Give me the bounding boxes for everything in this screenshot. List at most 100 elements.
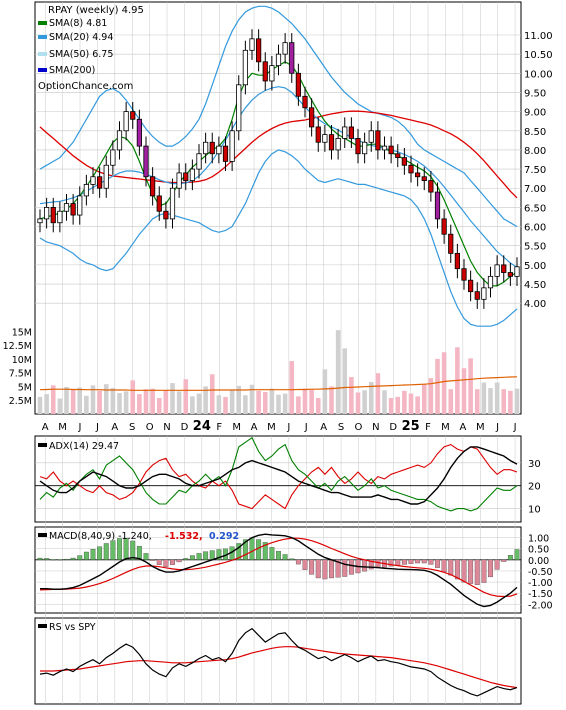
legend-sma20: SMA(20) 4.94: [49, 32, 113, 43]
macd-histogram-bar: [302, 559, 308, 570]
candle-body: [362, 141, 368, 155]
adx-line: [39, 446, 518, 505]
volume-bar: [402, 390, 407, 414]
x-axis-label: M: [476, 422, 485, 433]
macd-histogram-bar: [435, 559, 440, 568]
price-title: RPAY (weekly) 4.95: [48, 5, 144, 16]
candle-body: [209, 141, 215, 155]
macd-histogram-bar: [322, 559, 328, 580]
volume-bar: [435, 358, 440, 414]
x-axis-label: S: [129, 422, 135, 433]
volume-bar: [183, 379, 189, 414]
x-axis-label: J: [78, 422, 82, 433]
macd-histogram-bar: [77, 555, 83, 560]
volume-bar: [382, 390, 387, 414]
volume-bar: [368, 382, 374, 414]
candle-body: [309, 107, 315, 128]
macd-histogram-bar: [289, 558, 295, 560]
x-axis-label: A: [111, 422, 118, 433]
macd-title: MACD(8,40,9) -1.240,: [49, 531, 152, 542]
volume-bar: [236, 385, 242, 414]
macd-histogram-bar: [481, 559, 487, 583]
candle-body: [169, 187, 176, 220]
volume-bar: [170, 383, 175, 414]
candle-body: [441, 218, 447, 235]
macd-histogram-bar: [37, 557, 43, 560]
watermark: OptionChance.com: [38, 81, 133, 92]
macd-histogram-bar: [123, 537, 129, 560]
legend-sma200: SMA(200): [49, 65, 95, 76]
volume-bar: [309, 389, 314, 414]
volume-bar: [448, 389, 454, 414]
candle-body: [50, 206, 56, 224]
macd-histogram-bar: [428, 559, 434, 565]
macd-histogram-bar: [150, 559, 156, 561]
volume-bar: [488, 388, 493, 414]
macd-histogram-bar: [388, 559, 394, 567]
plus-di-line: [39, 436, 518, 512]
volume-bar: [37, 396, 43, 414]
volume-bar: [514, 388, 520, 414]
x-axis-label: J: [304, 422, 308, 433]
candle-body: [421, 176, 427, 181]
macd-signal-value: -1.532,: [165, 531, 203, 542]
price-tick-label: 9.00: [524, 108, 546, 119]
macd-histogram-bar: [276, 551, 281, 560]
candle-body: [501, 264, 507, 273]
indicator-layer: [37, 436, 520, 697]
x-axis-label: D: [389, 422, 397, 433]
macd-histogram-bar: [203, 551, 209, 560]
volume-bar: [494, 382, 500, 414]
volume-bar: [203, 386, 208, 414]
adx-tick-label: 10: [528, 505, 541, 516]
candle-body: [315, 126, 321, 143]
candle-body: [97, 176, 103, 189]
volume-bar: [84, 395, 89, 414]
macd-histogram-bar: [461, 559, 467, 583]
volume-bar: [461, 368, 467, 414]
candle-body: [381, 145, 388, 151]
legend-sma8: SMA(8) 4.81: [49, 18, 107, 29]
macd-histogram-bar: [57, 559, 63, 561]
candle-body: [348, 126, 354, 139]
label-layer: 11.00 10.50 10.00 9.50 9.00 8.50 8.00 7.50 7.00 6…: [3, 31, 553, 611]
rs-title: RS vs SPY: [49, 622, 96, 633]
volume-bar: [262, 391, 268, 414]
candle-body: [328, 134, 335, 151]
macd-histogram-bar: [494, 559, 500, 570]
price-tick-label: 7.00: [524, 184, 546, 195]
candle-body: [156, 195, 162, 212]
volume-bar: [64, 386, 69, 414]
price-tick-label: 8.50: [524, 127, 546, 138]
volume-bar: [329, 386, 334, 414]
candle-body: [295, 72, 301, 97]
x-axis-label: 25: [402, 419, 420, 434]
adx-title: ADX(14) 29.47: [49, 441, 119, 452]
volume-bar: [468, 358, 473, 414]
x-axis-label: O: [146, 422, 154, 433]
volume-bar: [196, 393, 202, 414]
x-axis-label: D: [181, 422, 189, 433]
volume-bar: [50, 385, 56, 414]
candle-body: [83, 184, 89, 197]
macd-histogram-bar: [70, 557, 76, 560]
macd-histogram-bar: [256, 539, 262, 560]
adx-tick-label: 30: [528, 459, 541, 470]
macd-histogram-bar: [507, 555, 513, 560]
volume-bar: [421, 383, 427, 414]
macd-histogram-bar: [83, 551, 89, 560]
price-tick-label: 4.50: [524, 280, 546, 291]
macd-histogram-bar: [309, 559, 315, 575]
volume-bar: [229, 389, 235, 414]
macd-histogram-bar: [117, 538, 122, 560]
volume-bar: [395, 396, 401, 414]
volume-bar: [70, 389, 76, 414]
macd-histogram-bar: [97, 546, 103, 560]
candle-body: [189, 168, 195, 181]
candle-body: [236, 84, 242, 132]
macd-tick-label: -0.50: [528, 567, 553, 578]
candle-body: [37, 218, 43, 224]
volume-bar: [256, 390, 261, 414]
